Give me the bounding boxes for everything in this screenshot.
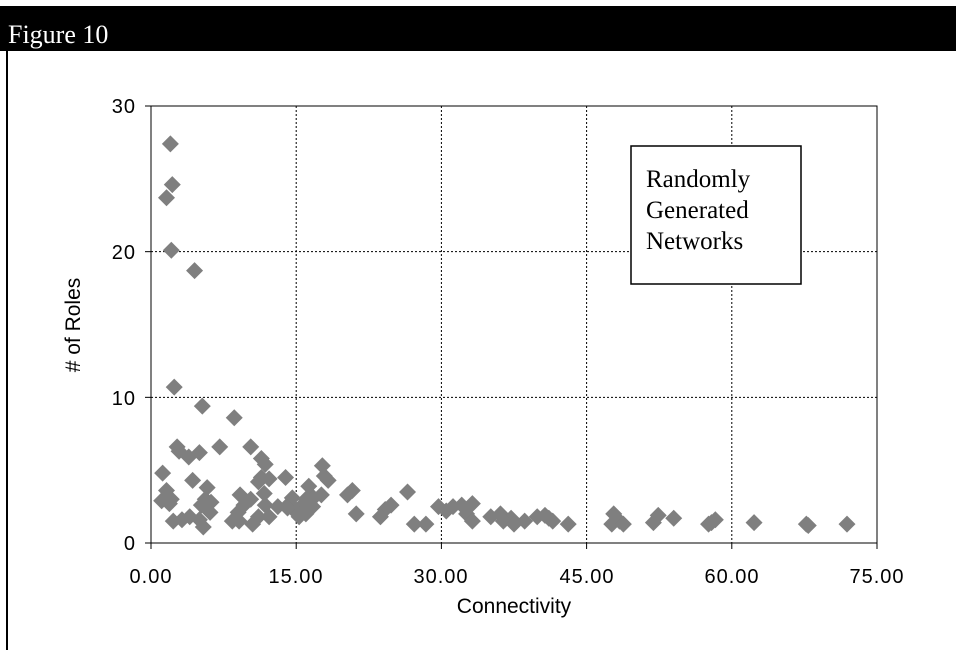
data-points [153, 135, 856, 536]
data-point [242, 438, 260, 456]
data-point [230, 512, 248, 530]
data-point [603, 515, 621, 533]
data-point [194, 518, 212, 536]
y-axis-title: # of Roles [62, 278, 85, 373]
data-point [745, 514, 763, 532]
y-tick-label: 20 [112, 242, 136, 264]
data-point [700, 515, 718, 533]
figure-title: Figure 10 [8, 20, 109, 49]
data-point [405, 515, 423, 533]
data-point [249, 473, 267, 491]
x-tick-label: 75.00 [849, 566, 904, 588]
data-point [505, 515, 523, 533]
data-point [347, 505, 365, 523]
data-point [165, 378, 183, 396]
annotation-line: Networks [646, 228, 743, 255]
data-point [319, 471, 337, 489]
annotation-line: Generated [646, 197, 749, 224]
x-tick-label: 60.00 [704, 566, 759, 588]
data-point [437, 502, 455, 520]
data-point [290, 508, 308, 526]
annotation-box: Randomly Generated Networks [630, 145, 802, 285]
y-tick-label: 30 [112, 96, 136, 118]
data-point [277, 468, 295, 486]
data-point [260, 508, 278, 526]
data-point [665, 509, 683, 527]
x-tick-label: 15.00 [268, 566, 323, 588]
data-point [163, 176, 181, 194]
data-point [162, 241, 180, 259]
data-point [154, 464, 172, 482]
data-point [186, 262, 204, 280]
data-point [198, 479, 216, 497]
x-tick-labels: 0.00 15.00 30.00 45.00 60.00 75.00 [130, 566, 904, 588]
data-point [339, 486, 357, 504]
x-tick-label: 0.00 [130, 566, 173, 588]
data-point [164, 512, 182, 530]
plot-frame [150, 105, 878, 544]
data-point [161, 135, 179, 153]
data-point [644, 514, 662, 532]
y-tick-label: 0 [124, 533, 136, 555]
axis-ticks [145, 105, 878, 549]
y-tick-label: 10 [112, 388, 136, 410]
x-tick-label: 30.00 [413, 566, 468, 588]
data-point [184, 471, 202, 489]
data-point [799, 517, 817, 535]
data-point [160, 495, 178, 513]
figure-left-border [6, 51, 8, 650]
annotation-line: Randomly [646, 166, 751, 193]
y-tick-labels: 0 10 20 30 [112, 96, 136, 555]
data-point [256, 455, 274, 473]
data-point [201, 503, 219, 521]
data-point [211, 438, 229, 456]
data-point [463, 512, 481, 530]
annotation-frame [630, 145, 802, 285]
data-point [202, 493, 220, 511]
data-point [417, 515, 435, 533]
data-point [244, 515, 262, 533]
data-point [838, 515, 856, 533]
data-point [544, 512, 562, 530]
data-point [193, 397, 211, 415]
figure-header-bar: Figure 10 [0, 6, 956, 51]
data-point [371, 508, 389, 526]
data-point [255, 484, 273, 502]
data-point [157, 189, 175, 207]
data-point [614, 515, 632, 533]
data-point [399, 483, 417, 501]
data-point [225, 409, 243, 427]
data-point [180, 448, 198, 466]
x-axis-title: Connectivity [457, 595, 572, 618]
x-tick-label: 45.00 [559, 566, 614, 588]
data-point [269, 498, 287, 516]
data-point [559, 515, 577, 533]
